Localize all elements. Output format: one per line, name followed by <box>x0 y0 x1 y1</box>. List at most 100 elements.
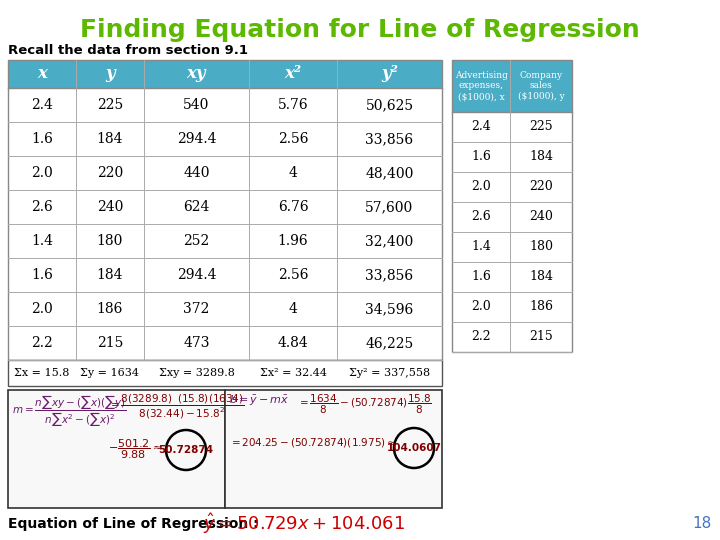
Text: 184: 184 <box>529 271 553 284</box>
Text: y: y <box>105 65 114 83</box>
Text: 4.84: 4.84 <box>278 336 308 350</box>
Text: 34,596: 34,596 <box>365 302 413 316</box>
Text: 184: 184 <box>96 132 123 146</box>
Text: 624: 624 <box>184 200 210 214</box>
Bar <box>8 360 442 386</box>
Text: 220: 220 <box>529 180 553 193</box>
Bar <box>452 60 572 352</box>
Text: 184: 184 <box>529 151 553 164</box>
Bar <box>452 112 572 142</box>
Text: 180: 180 <box>529 240 553 253</box>
Text: 32,400: 32,400 <box>365 234 413 248</box>
Bar <box>452 142 572 172</box>
Text: 18: 18 <box>693 516 712 531</box>
Text: 2.0: 2.0 <box>31 302 53 316</box>
Bar <box>8 326 442 360</box>
Text: Σx² = 32.44: Σx² = 32.44 <box>259 368 326 378</box>
Bar <box>8 258 442 292</box>
Text: 473: 473 <box>184 336 210 350</box>
Bar <box>8 390 225 508</box>
Text: 252: 252 <box>184 234 210 248</box>
Text: $-\dfrac{501.2}{9.88}\approx$: $-\dfrac{501.2}{9.88}\approx$ <box>108 438 162 462</box>
Bar <box>452 60 572 112</box>
Text: Σy = 1634: Σy = 1634 <box>81 368 140 378</box>
Text: 57,600: 57,600 <box>365 200 413 214</box>
Text: 186: 186 <box>96 302 123 316</box>
Text: 1.4: 1.4 <box>31 234 53 248</box>
Text: 33,856: 33,856 <box>366 268 413 282</box>
Text: 240: 240 <box>96 200 123 214</box>
Text: 215: 215 <box>529 330 553 343</box>
Text: 294.4: 294.4 <box>176 132 216 146</box>
Bar <box>8 60 442 88</box>
Bar <box>8 292 442 326</box>
Text: Advertising
expenses,
($1000), x: Advertising expenses, ($1000), x <box>454 71 508 102</box>
Text: 4: 4 <box>289 302 297 316</box>
Text: $m=\dfrac{n\sum xy-(\sum x)(\sum y)}{n\sum x^2-(\sum x)^2}$: $m=\dfrac{n\sum xy-(\sum x)(\sum y)}{n\s… <box>12 394 127 429</box>
Text: 220: 220 <box>97 166 123 180</box>
Text: $\hat{y} = 50.729x + 104.061$: $\hat{y} = 50.729x + 104.061$ <box>203 511 405 536</box>
Text: 48,400: 48,400 <box>365 166 414 180</box>
Text: 540: 540 <box>184 98 210 112</box>
Text: 180: 180 <box>96 234 123 248</box>
Bar <box>8 156 442 190</box>
Text: 2.0: 2.0 <box>471 180 491 193</box>
Text: 186: 186 <box>529 300 553 314</box>
Text: 2.4: 2.4 <box>31 98 53 112</box>
Text: 46,225: 46,225 <box>365 336 413 350</box>
Text: 240: 240 <box>529 211 553 224</box>
Text: 2.2: 2.2 <box>31 336 53 350</box>
Bar <box>225 390 442 508</box>
Text: 440: 440 <box>184 166 210 180</box>
Text: 2.0: 2.0 <box>471 300 491 314</box>
Text: $b=\bar{y}-m\bar{x}$: $b=\bar{y}-m\bar{x}$ <box>229 394 289 408</box>
Bar <box>452 322 572 352</box>
Text: 184: 184 <box>96 268 123 282</box>
Text: 372: 372 <box>184 302 210 316</box>
Text: 33,856: 33,856 <box>366 132 413 146</box>
Text: y²: y² <box>381 65 398 83</box>
Text: Finding Equation for Line of Regression: Finding Equation for Line of Regression <box>80 18 640 42</box>
Text: 2.56: 2.56 <box>278 132 308 146</box>
Text: 4: 4 <box>289 166 297 180</box>
Text: 50.72874: 50.72874 <box>158 445 214 455</box>
Bar <box>452 202 572 232</box>
Bar <box>8 122 442 156</box>
Text: 1.6: 1.6 <box>31 268 53 282</box>
Text: 2.6: 2.6 <box>31 200 53 214</box>
Text: Company
sales
($1000), y: Company sales ($1000), y <box>518 71 564 102</box>
Text: 1.6: 1.6 <box>31 132 53 146</box>
Bar <box>452 262 572 292</box>
Text: 215: 215 <box>96 336 123 350</box>
Text: 2.6: 2.6 <box>471 211 491 224</box>
Text: 1.96: 1.96 <box>278 234 308 248</box>
Text: 1.6: 1.6 <box>471 271 491 284</box>
Text: x: x <box>37 65 47 83</box>
Bar <box>452 172 572 202</box>
Text: 2.4: 2.4 <box>471 120 491 133</box>
Text: Equation of Line of Regression :: Equation of Line of Regression : <box>8 517 258 531</box>
Text: $=\dfrac{8(3289.8)\;\;(15.8)(1634)}{8(32.44)-15.8^2}$: $=\dfrac{8(3289.8)\;\;(15.8)(1634)}{8(32… <box>108 393 245 421</box>
Bar <box>452 292 572 322</box>
Bar <box>452 232 572 262</box>
Text: 225: 225 <box>529 120 553 133</box>
Text: 50,625: 50,625 <box>366 98 413 112</box>
Text: $=\dfrac{1634}{8}-(50.72874)\dfrac{15.8}{8}$: $=\dfrac{1634}{8}-(50.72874)\dfrac{15.8}… <box>297 393 432 416</box>
Text: 225: 225 <box>97 98 123 112</box>
Text: 1.4: 1.4 <box>471 240 491 253</box>
Text: 6.76: 6.76 <box>278 200 308 214</box>
Text: 5.76: 5.76 <box>278 98 308 112</box>
Text: x²: x² <box>284 65 302 83</box>
Text: Σx = 15.8: Σx = 15.8 <box>14 368 70 378</box>
Text: 2.56: 2.56 <box>278 268 308 282</box>
Text: 294.4: 294.4 <box>176 268 216 282</box>
Text: 2.0: 2.0 <box>31 166 53 180</box>
Bar <box>8 88 442 122</box>
Text: xy: xy <box>186 65 206 83</box>
Text: $=204.25-(50.72874)(1.975)\approx$: $=204.25-(50.72874)(1.975)\approx$ <box>229 436 397 449</box>
Text: Σy² = 337,558: Σy² = 337,558 <box>349 368 430 378</box>
Text: 104.0607: 104.0607 <box>387 443 441 453</box>
Bar <box>8 60 442 360</box>
Text: Recall the data from section 9.1: Recall the data from section 9.1 <box>8 44 248 57</box>
Text: 1.6: 1.6 <box>471 151 491 164</box>
